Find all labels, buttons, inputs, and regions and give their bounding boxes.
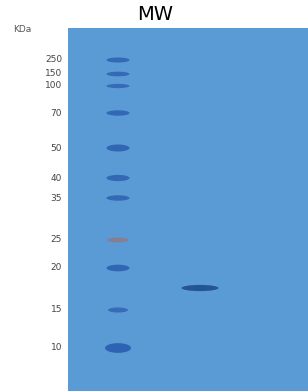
Ellipse shape [107,72,130,76]
Ellipse shape [107,145,130,152]
Ellipse shape [107,110,130,116]
Text: KDa: KDa [13,25,31,34]
Text: 250: 250 [45,56,62,65]
Text: 10: 10 [51,344,62,353]
Text: 25: 25 [51,235,62,244]
Text: 40: 40 [51,174,62,183]
Text: 70: 70 [51,108,62,118]
Ellipse shape [105,343,131,353]
Text: 150: 150 [45,70,62,79]
Bar [68,28,308,391]
Ellipse shape [107,237,129,242]
Ellipse shape [107,195,130,201]
Text: 20: 20 [51,264,62,273]
Text: 100: 100 [45,81,62,90]
Ellipse shape [181,285,218,291]
Text: MW: MW [137,5,173,23]
Text: 15: 15 [51,305,62,314]
Text: 35: 35 [51,194,62,203]
Ellipse shape [107,175,130,181]
Ellipse shape [107,84,130,88]
Ellipse shape [107,265,130,271]
Ellipse shape [107,57,130,63]
Text: 50: 50 [51,143,62,152]
Ellipse shape [108,307,128,312]
